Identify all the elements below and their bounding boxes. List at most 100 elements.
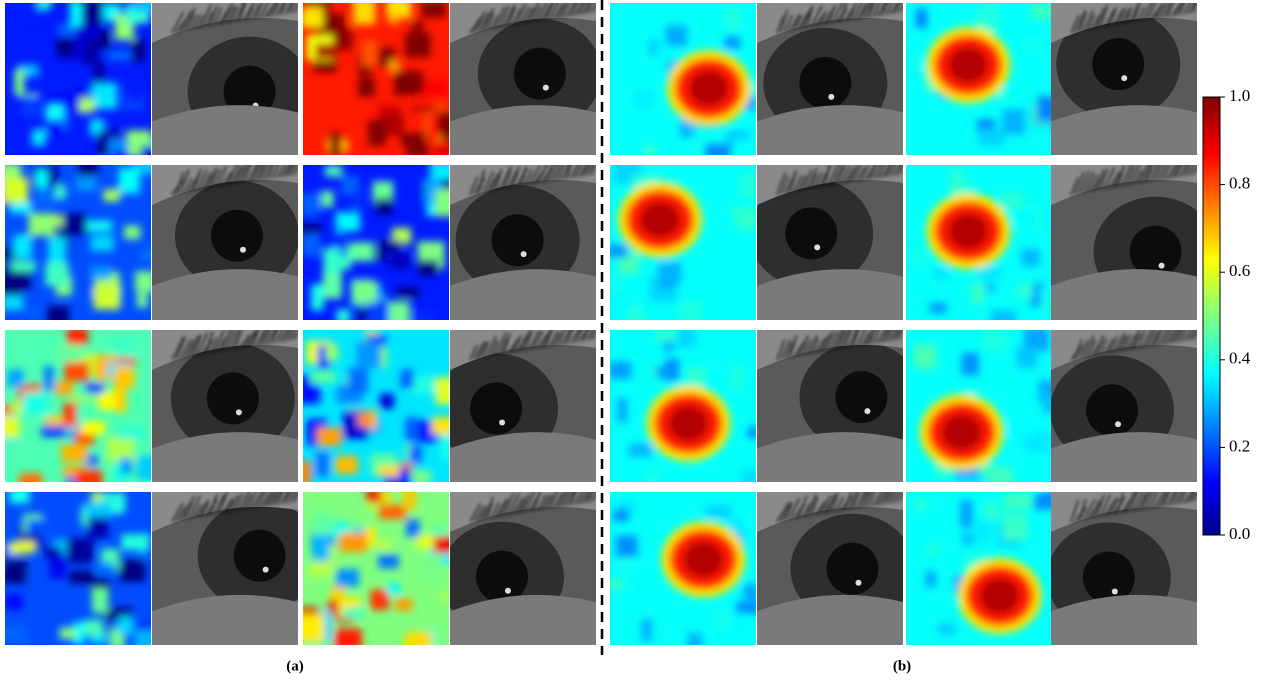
heatmap-cell bbox=[19, 473, 42, 488]
heatmap-cell bbox=[70, 0, 82, 27]
heatmap-cell bbox=[299, 461, 311, 485]
heatmap-cell bbox=[84, 620, 103, 636]
heatmap-cell bbox=[119, 428, 144, 439]
heatmap-cell bbox=[388, 14, 399, 24]
heatmap-cell bbox=[63, 213, 87, 235]
heatmap-cell bbox=[29, 213, 55, 236]
heatmap-cell bbox=[335, 456, 358, 474]
colorbar: 0.00.20.40.60.81.0 bbox=[1203, 86, 1251, 543]
heatmap-cell bbox=[110, 337, 137, 358]
heatmap-cell bbox=[1003, 513, 1028, 541]
hot-blob bbox=[980, 578, 1020, 614]
heatmap-cell bbox=[298, 614, 325, 642]
heatmap-cell bbox=[1011, 484, 1038, 495]
heatmap-cell bbox=[405, 33, 430, 58]
heatmap-cell bbox=[301, 224, 322, 234]
heatmap-cell bbox=[137, 293, 148, 308]
heatmap-cell bbox=[379, 466, 400, 477]
heatmap-cell bbox=[991, 310, 1016, 331]
heatmap-cell bbox=[350, 242, 374, 261]
glint bbox=[1115, 421, 1121, 427]
heatmap-cell bbox=[394, 71, 420, 96]
heatmap-cell bbox=[131, 39, 145, 62]
colorbar-tick-label: 0.6 bbox=[1229, 261, 1250, 280]
heatmap-cell bbox=[1017, 346, 1037, 368]
heatmap-cell bbox=[67, 328, 88, 345]
glint bbox=[1159, 263, 1165, 269]
heatmap-cell bbox=[80, 98, 95, 112]
heatmap-cell bbox=[55, 382, 73, 395]
heatmap-cell bbox=[676, 325, 696, 347]
heatmap-cell bbox=[108, 50, 132, 60]
heatmap-cell bbox=[368, 120, 386, 146]
pupil bbox=[826, 543, 878, 595]
heatmap-cell bbox=[609, 278, 623, 291]
heatmap-cell bbox=[27, 519, 48, 534]
heatmap-cell bbox=[397, 287, 419, 297]
heatmap-cell bbox=[23, 392, 49, 414]
heatmap-cell bbox=[387, 583, 400, 595]
heatmap-cell bbox=[732, 613, 746, 634]
pupil bbox=[1092, 38, 1144, 90]
heatmap-cell bbox=[14, 69, 24, 95]
heatmap-cell bbox=[725, 8, 741, 29]
heatmap-cell bbox=[353, 0, 375, 24]
heatmap-cell bbox=[21, 96, 40, 116]
heatmap-cell bbox=[86, 384, 104, 394]
heatmap-cell bbox=[28, 305, 40, 319]
heatmap-cell bbox=[960, 500, 972, 527]
heatmap-cell bbox=[405, 632, 432, 649]
hot-blob bbox=[948, 213, 988, 249]
eye-image bbox=[757, 318, 923, 482]
heatmap-cell bbox=[312, 514, 333, 535]
colorbar-tick-label: 0.2 bbox=[1229, 436, 1250, 455]
heatmap bbox=[301, 0, 463, 158]
heatmap-cell bbox=[110, 139, 129, 152]
heatmap-cell bbox=[41, 426, 65, 437]
heatmap-cell bbox=[1021, 37, 1043, 55]
eye-image bbox=[440, 482, 602, 645]
heatmap-cell bbox=[411, 95, 435, 107]
heatmap-cell bbox=[926, 545, 941, 555]
eyelash bbox=[294, 481, 304, 501]
heatmap-cell bbox=[644, 146, 655, 158]
glint bbox=[521, 251, 527, 257]
heatmap-cell bbox=[36, 170, 48, 188]
heatmap-cell bbox=[19, 7, 47, 21]
heatmap-cell bbox=[118, 617, 133, 634]
heatmap-cell bbox=[326, 345, 338, 360]
heatmap-cell bbox=[413, 310, 434, 331]
heatmap-cell bbox=[315, 452, 329, 477]
heatmap-cell bbox=[45, 547, 61, 558]
heatmap bbox=[906, 326, 1061, 491]
heatmap-cell bbox=[91, 491, 102, 503]
heatmap-cell bbox=[977, 267, 1001, 278]
heatmap-cell bbox=[352, 280, 376, 302]
heatmap-cell bbox=[46, 105, 64, 119]
pupil bbox=[470, 382, 522, 434]
heatmap bbox=[300, 161, 461, 331]
heatmap-cell bbox=[934, 268, 949, 279]
heatmap-cell bbox=[617, 398, 627, 422]
heatmap-cell bbox=[66, 539, 93, 564]
heatmap-cell bbox=[64, 362, 89, 381]
heatmap-cell bbox=[81, 421, 105, 434]
colorbar-tick-label: 0.8 bbox=[1229, 174, 1250, 193]
heatmap-cell bbox=[390, 254, 411, 269]
glint bbox=[828, 94, 834, 100]
heatmap-cell bbox=[999, 88, 1009, 103]
heatmap-cell bbox=[666, 25, 687, 45]
heatmap-cell bbox=[125, 12, 150, 23]
heatmap-cell bbox=[7, 369, 24, 387]
heatmap-cell bbox=[378, 554, 398, 568]
glint bbox=[1121, 75, 1127, 81]
pupil bbox=[476, 551, 528, 603]
heatmap-cell bbox=[417, 556, 441, 577]
heatmap-cell bbox=[378, 540, 392, 550]
heatmap-cell bbox=[1001, 192, 1023, 210]
pupil bbox=[799, 57, 851, 109]
heatmap-cell bbox=[60, 627, 76, 639]
heatmap-cell bbox=[609, 579, 625, 590]
heatmap-cell bbox=[737, 208, 759, 229]
heatmap-cell bbox=[9, 487, 29, 503]
